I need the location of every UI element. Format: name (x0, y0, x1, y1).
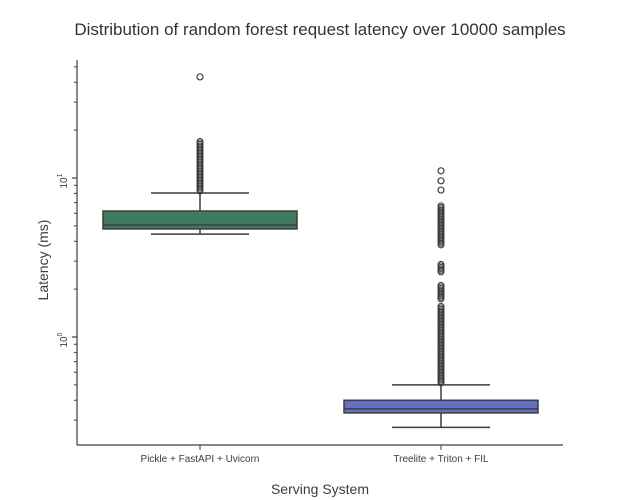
outlier-point (196, 73, 204, 81)
x-tick-label-pickle: Pickle + FastAPI + Uvicorn (141, 454, 260, 465)
y-axis-label: Latency (ms) (35, 220, 51, 301)
outlier-point (437, 177, 445, 185)
x-tick-label-treelite: Treelite + Triton + FIL (393, 454, 489, 465)
boxes (102, 73, 539, 429)
y-tick-label-10: 101 (57, 173, 70, 188)
box-0 (102, 73, 298, 235)
chart-title: Distribution of random forest request la… (74, 20, 565, 39)
y-tick-label-1: 100 (57, 332, 70, 347)
x-axis: Pickle + FastAPI + Uvicorn Treelite + Tr… (77, 444, 563, 497)
outlier-point (437, 186, 445, 194)
outlier-point (437, 167, 445, 175)
iqr-box (343, 399, 539, 414)
box-1 (343, 167, 539, 429)
y-axis-ticks (72, 66, 77, 421)
y-axis: 101 100 Latency (ms) (35, 60, 78, 445)
iqr-box (102, 210, 298, 230)
x-axis-label: Serving System (271, 481, 369, 497)
